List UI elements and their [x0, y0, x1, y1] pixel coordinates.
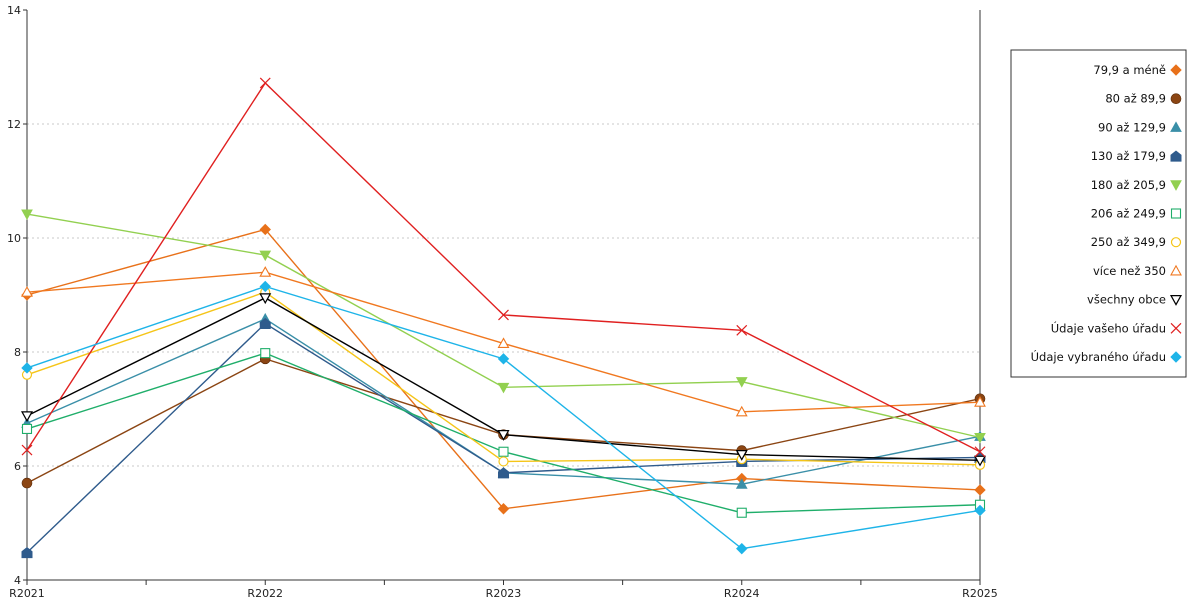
y-tick-label: 4 — [14, 574, 21, 587]
data-point-vsechny-obce — [20, 411, 34, 423]
legend-item-vice-nez-350: více než 350 — [1093, 264, 1182, 278]
data-point-79-9-a-mene — [259, 223, 271, 236]
data-point-vice-nez-350 — [21, 286, 33, 297]
y-tick-label: 8 — [14, 346, 21, 359]
data-point-180-az-205-9 — [974, 433, 986, 444]
x-tick-label: R2025 — [962, 587, 998, 600]
data-point-130-az-179-9 — [259, 317, 271, 329]
legend-item-180-az-205-9: 180 až 205,9 — [1091, 178, 1182, 192]
legend-item-vsechny-obce: všechny obce — [1087, 293, 1183, 307]
data-point-udaje-vaseho-uradu — [974, 446, 986, 458]
data-point-vice-nez-350 — [974, 396, 986, 407]
legend-marker — [1170, 93, 1182, 104]
legend-label: 130 až 179,9 — [1091, 149, 1166, 163]
x-tick-label: R2022 — [247, 587, 283, 600]
data-point-udaje-vybraneho-uradu — [974, 504, 986, 517]
legend: 79,9 a méně 80 až 89,9 90 až 129,9 130 až 1… — [1010, 49, 1187, 378]
y-tick-label: 6 — [14, 460, 21, 473]
legend-label: Údaje vybraného úřadu — [1031, 349, 1166, 364]
legend-label: Údaje vašeho úřadu — [1051, 320, 1166, 335]
data-point-90-az-129-9 — [735, 478, 748, 489]
data-point-udaje-vaseho-uradu — [259, 77, 271, 89]
legend-item-80-az-89-9: 80 až 89,9 — [1105, 92, 1182, 106]
legend-marker — [1170, 121, 1182, 132]
legend-marker — [1170, 237, 1182, 248]
legend-item-79-9-a-mene: 79,9 a méně — [1093, 63, 1182, 77]
data-point-vsechny-obce — [735, 450, 748, 461]
data-point-79-9-a-mene — [497, 503, 510, 515]
series-vice-nez-350 — [21, 266, 986, 417]
legend-marker — [1169, 295, 1183, 306]
data-point-180-az-205-9 — [497, 382, 510, 394]
legend-marker — [1170, 351, 1182, 363]
data-point-vice-nez-350 — [735, 405, 748, 417]
series-line-udaje-vaseho-uradu — [26, 81, 981, 453]
legend-label: 80 až 89,9 — [1105, 92, 1166, 106]
legend-label: 250 až 349,9 — [1091, 235, 1166, 249]
series-udaje-vybraneho-uradu — [21, 280, 986, 555]
data-point-130-az-179-9 — [498, 467, 509, 479]
legend-marker — [1170, 180, 1182, 191]
legend-label: 79,9 a méně — [1093, 63, 1166, 77]
data-point-180-az-205-9 — [735, 377, 748, 388]
data-point-udaje-vybraneho-uradu — [497, 353, 510, 365]
data-point-udaje-vybraneho-uradu — [259, 280, 271, 293]
x-tick-label: R2024 — [724, 587, 760, 600]
y-tick-label: 12 — [7, 118, 21, 131]
data-point-206-az-249-9 — [736, 507, 747, 518]
legend-marker — [1170, 208, 1182, 219]
data-point-udaje-vaseho-uradu — [498, 309, 509, 321]
data-point-vsechny-obce — [259, 293, 272, 305]
legend-box — [1010, 49, 1187, 378]
data-point-79-9-a-mene — [974, 484, 986, 496]
data-point-udaje-vaseho-uradu — [736, 324, 748, 336]
data-point-206-az-249-9 — [498, 446, 509, 457]
x-tick-label: R2023 — [486, 587, 522, 600]
legend-label: 90 až 129,9 — [1098, 120, 1166, 134]
data-point-206-az-249-9 — [21, 423, 33, 435]
series-250-az-349-9 — [21, 287, 986, 470]
legend-marker — [1170, 64, 1182, 76]
data-point-180-az-205-9 — [21, 209, 33, 221]
legend-item-udaje-vybraneho-uradu: Údaje vybraného úřadu — [1031, 349, 1182, 364]
data-point-180-az-205-9 — [259, 250, 272, 262]
series-udaje-vaseho-uradu — [21, 77, 986, 458]
data-point-vice-nez-350 — [497, 337, 510, 349]
data-point-130-az-179-9 — [21, 546, 33, 559]
legend-marker — [1170, 150, 1182, 162]
legend-item-udaje-vaseho-uradu: Údaje vašeho úřadu — [1051, 320, 1182, 335]
data-point-udaje-vaseho-uradu — [21, 444, 33, 456]
legend-item-130-az-179-9: 130 až 179,9 — [1091, 149, 1182, 163]
legend-marker — [1170, 322, 1182, 334]
legend-label: 206 až 249,9 — [1091, 207, 1166, 221]
data-point-206-az-249-9 — [260, 348, 271, 359]
data-point-vsechny-obce — [973, 455, 987, 467]
legend-item-250-az-349-9: 250 až 349,9 — [1091, 235, 1182, 249]
legend-marker — [1170, 264, 1182, 276]
series-group — [20, 77, 987, 559]
legend-label: 180 až 205,9 — [1091, 178, 1166, 192]
legend-label: více než 350 — [1093, 264, 1166, 278]
data-point-udaje-vybraneho-uradu — [736, 542, 748, 555]
data-point-vsechny-obce — [497, 430, 510, 441]
data-point-80-az-89-9 — [21, 477, 33, 489]
y-tick-label: 14 — [7, 4, 21, 17]
data-point-udaje-vybraneho-uradu — [21, 362, 33, 374]
series-180-az-205-9 — [21, 209, 986, 444]
data-point-250-az-349-9 — [498, 456, 509, 467]
legend-label: všechny obce — [1087, 293, 1166, 307]
legend-item-90-az-129-9: 90 až 129,9 — [1098, 120, 1182, 134]
y-tick-label: 10 — [7, 232, 21, 245]
x-tick-label: R2021 — [9, 587, 45, 600]
data-point-vice-nez-350 — [259, 266, 272, 277]
legend-item-206-az-249-9: 206 až 249,9 — [1091, 207, 1182, 221]
series-vsechny-obce — [20, 293, 987, 467]
